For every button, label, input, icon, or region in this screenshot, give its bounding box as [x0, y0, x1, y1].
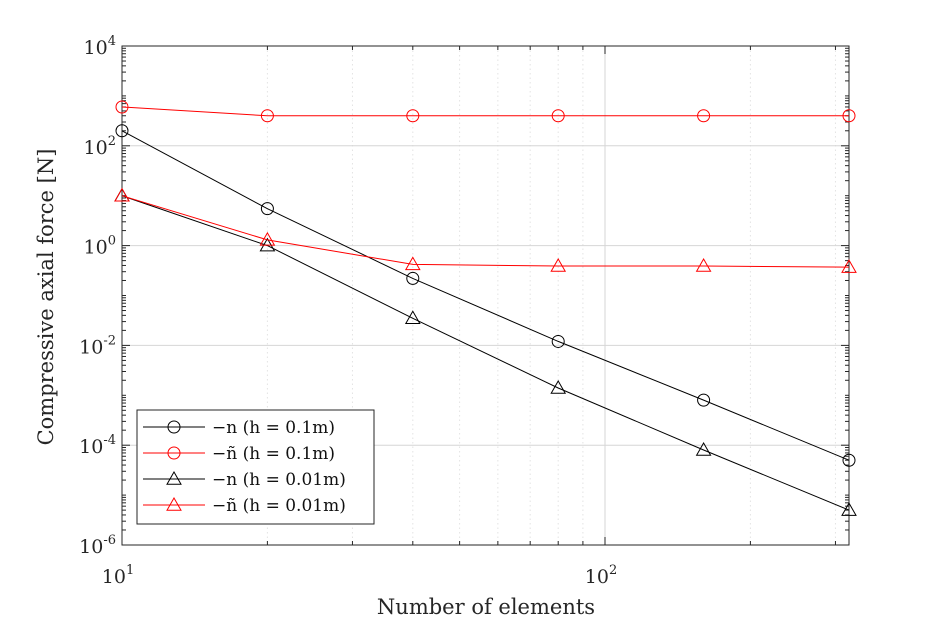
series-line: [121, 195, 850, 268]
data-point: [550, 257, 567, 272]
data-point: [841, 502, 857, 516]
legend-label: −n (h = 0.01m): [212, 470, 346, 490]
data-point: [697, 393, 711, 407]
y-tick-label: 102: [84, 134, 116, 159]
legend-entry: −ñ (h = 0.01m): [143, 496, 346, 516]
y-axis-label: Compressive axial force [N]: [34, 149, 58, 446]
data-point: [550, 380, 567, 394]
tick-layer: 101 102 10-6 10-4 10-2 100 102 104: [79, 34, 617, 588]
legend-entry: −ñ (h = 0.1m): [143, 444, 335, 464]
data-point: [260, 109, 274, 123]
legend-entry: −n (h = 0.1m): [143, 418, 335, 438]
legend-marker: [167, 420, 181, 434]
series-3: [114, 187, 857, 273]
x-axis-label: Number of elements: [377, 595, 595, 619]
y-tick-label: 10-2: [79, 333, 116, 358]
data-point: [406, 109, 420, 123]
data-point: [842, 109, 856, 123]
data-point: [259, 231, 276, 246]
data-point: [404, 256, 421, 271]
series-line: [121, 130, 850, 461]
legend-label: −ñ (h = 0.01m): [212, 496, 346, 516]
data-point: [695, 257, 712, 272]
data-point: [551, 109, 565, 123]
series-1: [115, 100, 856, 123]
plot-frame: [121, 45, 850, 546]
series-line: [121, 106, 849, 117]
data-point: [260, 202, 274, 216]
series-layer: [114, 100, 857, 516]
legend-label: −ñ (h = 0.1m): [212, 444, 335, 464]
data-point: [406, 271, 420, 285]
y-tick-label: 10-4: [79, 433, 116, 458]
series-line: [121, 195, 850, 511]
data-point: [114, 187, 130, 202]
legend-entry: −n (h = 0.01m): [143, 470, 346, 490]
data-point: [404, 310, 421, 325]
legend-marker: [166, 496, 182, 511]
data-point: [841, 259, 857, 273]
data-point: [695, 442, 712, 456]
data-point: [697, 109, 711, 123]
x-tick-label: 102: [585, 563, 617, 588]
data-point: [551, 334, 565, 348]
data-point: [842, 453, 856, 467]
legend-marker: [167, 446, 181, 460]
series-0: [115, 124, 856, 467]
y-tick-label: 10-6: [79, 533, 116, 558]
legend: −n (h = 0.1m) −ñ (h = 0.1m) −n (h = 0.01m)…: [136, 409, 375, 525]
y-tick-label: 100: [84, 234, 116, 259]
y-tick-label: 104: [84, 34, 116, 59]
data-point: [115, 124, 129, 138]
data-point: [115, 100, 129, 114]
x-tick-label: 101: [102, 563, 134, 588]
legend-marker: [166, 470, 182, 485]
legend-label: −n (h = 0.1m): [212, 418, 335, 438]
